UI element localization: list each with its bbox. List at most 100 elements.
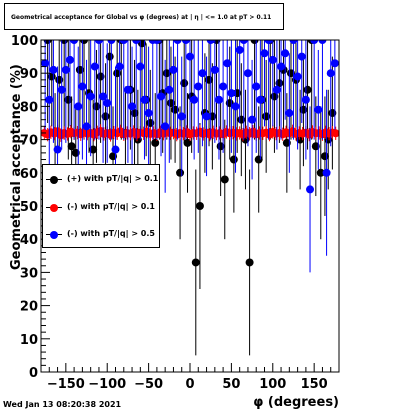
data-point	[115, 62, 124, 71]
y-tick-label: 30	[20, 266, 38, 281]
data-point	[243, 69, 252, 78]
y-tick-label: 20	[20, 300, 38, 315]
data-point	[306, 185, 315, 194]
data-point	[53, 145, 62, 154]
data-point	[65, 55, 74, 64]
data-point	[326, 69, 335, 78]
data-point	[220, 175, 229, 184]
data-point	[330, 59, 339, 68]
timestamp: Wed Jan 13 08:20:38 2021	[3, 400, 122, 409]
data-point	[285, 109, 294, 118]
data-point	[206, 40, 215, 44]
data-point	[202, 112, 211, 121]
y-tick-label: 80	[20, 100, 38, 115]
data-point	[119, 40, 128, 44]
y-tick-label: 90	[20, 67, 38, 82]
legend-entry-plus: (+) with pT/|q| > 0.1	[43, 169, 161, 191]
legend-label: (-) with pT/|q| > 0.1	[67, 202, 155, 211]
data-point	[181, 40, 190, 44]
legend-entry-minus-05: (-) with pT/|q| > 0.5	[43, 224, 161, 246]
data-point	[190, 95, 199, 104]
data-point	[277, 62, 286, 71]
data-point	[165, 85, 174, 94]
data-point	[90, 62, 99, 71]
data-point	[132, 40, 141, 44]
legend-entry-minus-01: (-) with pT/|q| > 0.1	[43, 197, 161, 219]
data-point	[103, 99, 112, 108]
data-point	[229, 155, 238, 164]
data-point	[252, 82, 261, 91]
data-point	[107, 40, 116, 44]
data-point	[195, 202, 204, 210]
data-point	[136, 62, 145, 71]
data-point	[256, 95, 265, 104]
x-tick-label: 100	[259, 377, 286, 392]
data-point	[111, 145, 120, 154]
legend-marker-blue	[50, 231, 58, 239]
data-point	[194, 82, 203, 91]
data-point	[86, 92, 95, 101]
x-axis-label: φ (degrees)	[253, 395, 339, 410]
data-point	[297, 52, 306, 61]
data-point	[169, 65, 178, 74]
legend: (+) with pT/|q| > 0.1 (-) with pT/|q| > …	[42, 164, 160, 248]
plot-area	[41, 40, 339, 356]
data-point	[223, 59, 232, 68]
data-point	[227, 89, 236, 98]
data-point	[191, 258, 200, 267]
data-point	[99, 92, 108, 101]
y-tick-label: 10	[20, 333, 38, 348]
data-point	[157, 92, 166, 101]
y-tick-label: 50	[20, 200, 38, 215]
data-point	[151, 138, 160, 147]
data-point	[214, 95, 223, 104]
x-tick-label: −100	[88, 377, 126, 392]
data-point	[260, 49, 269, 58]
series-2	[41, 40, 339, 273]
data-point	[320, 152, 329, 161]
data-point	[281, 49, 290, 58]
data-point	[144, 109, 153, 118]
data-point	[57, 85, 66, 94]
data-point	[301, 95, 310, 104]
data-point	[314, 105, 323, 114]
data-point	[316, 168, 325, 177]
data-point	[322, 168, 331, 177]
x-tick-label: −150	[47, 377, 85, 392]
y-tick-label: 60	[20, 167, 38, 182]
y-tick-label: 0	[29, 366, 38, 381]
data-point	[161, 122, 170, 131]
data-point	[239, 40, 248, 44]
data-point	[310, 40, 319, 44]
data-point	[61, 65, 70, 74]
data-point	[268, 55, 277, 64]
data-point	[70, 40, 79, 44]
data-point	[67, 142, 76, 151]
data-point	[331, 129, 339, 138]
data-point	[45, 95, 54, 104]
data-point	[123, 85, 132, 94]
axes: −150 −100 −50 0 50 100 150 0 10 20 30 40 50 60 70 80 90 1…	[11, 34, 340, 392]
x-tick-label: −50	[134, 377, 163, 392]
data-point	[254, 155, 263, 164]
data-point	[231, 102, 240, 111]
y-axis-label: Geometrical acceptance (%)	[9, 64, 24, 270]
data-point	[173, 40, 182, 44]
legend-marker-black	[50, 176, 58, 184]
legend-marker-red	[50, 204, 58, 212]
data-point	[272, 85, 281, 94]
data-point	[264, 40, 273, 44]
data-point	[128, 102, 137, 111]
data-point	[152, 40, 161, 44]
x-tick-label: 150	[301, 377, 328, 392]
x-tick-label: 50	[222, 377, 240, 392]
title-box: Geometrical acceptance for Global vs φ (…	[4, 3, 284, 30]
data-point	[219, 82, 228, 91]
data-point	[248, 115, 257, 124]
data-point	[78, 82, 87, 91]
y-tick-label: 40	[20, 233, 38, 248]
data-point	[176, 168, 185, 177]
chart-title: Geometrical acceptance for Global vs φ (…	[11, 14, 272, 21]
data-point	[74, 102, 83, 111]
